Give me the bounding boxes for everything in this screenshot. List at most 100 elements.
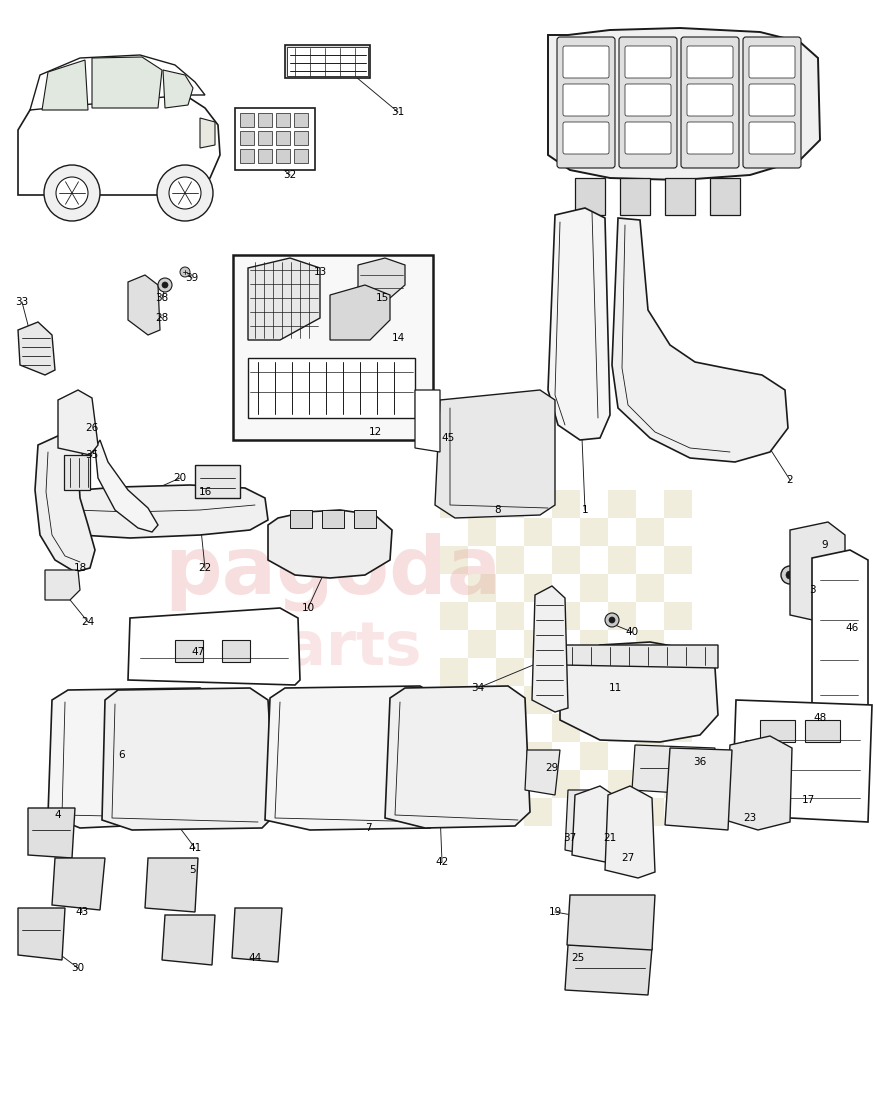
Text: 9: 9: [822, 540, 829, 550]
Circle shape: [609, 617, 615, 623]
Bar: [805, 720, 840, 742]
Polygon shape: [163, 70, 193, 108]
Text: 42: 42: [436, 857, 449, 867]
Text: 10: 10: [301, 603, 315, 613]
FancyBboxPatch shape: [687, 84, 733, 116]
Bar: [552, 490, 580, 518]
Polygon shape: [565, 790, 595, 855]
Text: 15: 15: [375, 293, 388, 303]
Bar: [222, 640, 250, 662]
Bar: [524, 574, 552, 602]
Polygon shape: [710, 178, 740, 215]
Bar: [580, 686, 608, 714]
Text: 38: 38: [156, 293, 169, 303]
Polygon shape: [572, 786, 620, 862]
Polygon shape: [732, 700, 872, 822]
Bar: [496, 770, 524, 798]
Bar: [258, 113, 272, 127]
Polygon shape: [525, 750, 560, 795]
Polygon shape: [665, 178, 695, 215]
Circle shape: [786, 571, 794, 579]
Bar: [636, 574, 664, 602]
Text: 30: 30: [72, 962, 85, 974]
Text: 31: 31: [391, 107, 404, 117]
Bar: [608, 546, 636, 574]
Bar: [496, 490, 524, 518]
Text: 7: 7: [365, 823, 371, 833]
Bar: [636, 630, 664, 658]
Text: 41: 41: [188, 843, 201, 852]
Text: 4: 4: [54, 810, 61, 820]
Bar: [440, 602, 468, 630]
Bar: [524, 742, 552, 770]
Bar: [580, 574, 608, 602]
Text: 5: 5: [189, 865, 195, 874]
Polygon shape: [42, 60, 88, 110]
Circle shape: [180, 267, 190, 277]
Bar: [664, 490, 692, 518]
Bar: [496, 658, 524, 686]
Text: 46: 46: [845, 623, 858, 632]
Text: 34: 34: [472, 683, 485, 693]
Bar: [664, 714, 692, 742]
Polygon shape: [287, 47, 368, 76]
Polygon shape: [265, 686, 445, 830]
Bar: [664, 546, 692, 574]
Polygon shape: [30, 55, 205, 110]
Polygon shape: [162, 915, 215, 965]
Bar: [664, 770, 692, 798]
Bar: [294, 148, 308, 163]
Bar: [552, 546, 580, 574]
Polygon shape: [605, 786, 655, 878]
Polygon shape: [354, 510, 376, 528]
Polygon shape: [358, 258, 405, 298]
Text: 6: 6: [119, 750, 125, 760]
Polygon shape: [385, 686, 530, 828]
Text: 19: 19: [549, 908, 562, 917]
Bar: [552, 602, 580, 630]
Polygon shape: [235, 108, 315, 170]
Text: 44: 44: [248, 953, 262, 962]
Text: 1: 1: [582, 505, 588, 515]
Polygon shape: [548, 208, 610, 440]
Text: 28: 28: [156, 314, 169, 323]
Text: parts: parts: [242, 619, 423, 679]
FancyBboxPatch shape: [625, 84, 671, 116]
FancyBboxPatch shape: [687, 122, 733, 154]
FancyBboxPatch shape: [749, 122, 795, 154]
Bar: [496, 714, 524, 742]
Circle shape: [44, 165, 100, 221]
Bar: [440, 490, 468, 518]
Polygon shape: [285, 45, 370, 78]
Circle shape: [162, 282, 168, 288]
Bar: [294, 113, 308, 127]
Bar: [524, 630, 552, 658]
FancyBboxPatch shape: [563, 122, 609, 154]
Bar: [608, 490, 636, 518]
Text: 35: 35: [86, 450, 99, 460]
FancyBboxPatch shape: [625, 122, 671, 154]
Bar: [760, 720, 795, 742]
Polygon shape: [48, 688, 225, 828]
Bar: [294, 131, 308, 145]
Bar: [608, 602, 636, 630]
Polygon shape: [52, 858, 105, 910]
Polygon shape: [665, 748, 732, 830]
Polygon shape: [248, 358, 415, 418]
Text: 14: 14: [391, 333, 404, 343]
Polygon shape: [560, 642, 718, 743]
Polygon shape: [128, 608, 300, 685]
Bar: [258, 131, 272, 145]
Text: 2: 2: [787, 475, 794, 485]
Text: 11: 11: [608, 683, 621, 693]
Text: 29: 29: [545, 763, 558, 773]
Bar: [468, 798, 496, 826]
Bar: [440, 714, 468, 742]
Bar: [276, 148, 290, 163]
Text: 26: 26: [86, 424, 99, 433]
Bar: [524, 686, 552, 714]
Polygon shape: [92, 57, 162, 108]
Polygon shape: [18, 322, 55, 375]
Bar: [580, 742, 608, 770]
FancyBboxPatch shape: [563, 46, 609, 78]
